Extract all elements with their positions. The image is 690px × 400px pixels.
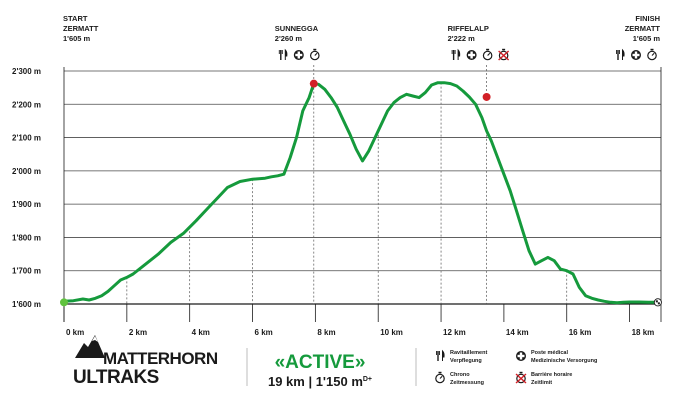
timer-ring bbox=[482, 50, 493, 61]
cross-h bbox=[468, 53, 476, 57]
timer-ring bbox=[435, 373, 445, 384]
grid-layer bbox=[63, 67, 662, 322]
profile-line bbox=[62, 81, 660, 305]
timer-button bbox=[313, 48, 317, 51]
y-tick-label: 1'600 m bbox=[12, 300, 41, 309]
mountain-logo-icon bbox=[75, 335, 105, 358]
checkpoint-label: 1'605 m bbox=[633, 34, 661, 43]
legend-label: Zeitlimit bbox=[531, 380, 552, 386]
cutoff-ring bbox=[498, 50, 509, 61]
x-tick-label: 16 km bbox=[569, 328, 592, 337]
finish-flag-icon bbox=[653, 298, 662, 307]
food-icon bbox=[278, 48, 288, 60]
x-tick-label: 4 km bbox=[192, 328, 210, 337]
y-tick-label: 2'100 m bbox=[12, 134, 41, 143]
checkpoint-label: START bbox=[63, 14, 88, 23]
cutoff-slash bbox=[498, 50, 510, 61]
x-tick-label: 10 km bbox=[380, 328, 403, 337]
checkpoint-marker bbox=[482, 92, 491, 101]
medical-icon bbox=[516, 351, 526, 361]
timer-icon bbox=[435, 371, 445, 384]
cutoff-slash bbox=[515, 373, 527, 384]
legend-label: Medizinische Versorgung bbox=[531, 358, 597, 364]
cutoff-icon bbox=[498, 48, 510, 61]
medical-icon bbox=[631, 50, 641, 60]
checkpoint-label: 1'605 m bbox=[63, 34, 91, 43]
timer-button bbox=[650, 48, 654, 51]
checker-cell bbox=[657, 302, 660, 305]
x-tick-label: 6 km bbox=[255, 328, 273, 337]
cross-h bbox=[295, 53, 303, 57]
matterhorn-ultraks-logo: MATTERHORN ULTRAKS bbox=[73, 335, 218, 388]
knife-shape bbox=[622, 48, 625, 60]
knife-shape bbox=[284, 48, 288, 60]
legend-label: Zeitmessung bbox=[450, 380, 484, 386]
medical-icon bbox=[293, 50, 304, 60]
x-tick-label: 2 km bbox=[129, 328, 147, 337]
cutoff-ring bbox=[516, 373, 526, 384]
x-tick-label: 8 km bbox=[317, 328, 335, 337]
food-icon bbox=[451, 48, 461, 60]
y-tick-label: 2'300 m bbox=[12, 67, 41, 76]
timer-icon bbox=[482, 48, 493, 61]
timer-hand bbox=[651, 52, 655, 56]
y-tick-label: 2'000 m bbox=[12, 167, 41, 176]
x-tick-label: 18 km bbox=[632, 328, 655, 337]
timer-ring bbox=[647, 50, 657, 61]
legend-label: Poste médical bbox=[531, 350, 568, 356]
timer-hand bbox=[314, 52, 318, 56]
checkpoint-label: ZERMATT bbox=[625, 24, 661, 33]
cutoff-button bbox=[502, 48, 506, 51]
elevation-line bbox=[62, 81, 660, 305]
legend-label: Barrière horaire bbox=[531, 372, 572, 378]
food-icon bbox=[616, 48, 625, 60]
checkpoint-markers bbox=[60, 79, 662, 307]
dashed-guides bbox=[126, 65, 630, 304]
race-stats: 19 km | 1'150 mD+ bbox=[268, 374, 372, 389]
x-tick-label: 12 km bbox=[443, 328, 466, 337]
timer-button bbox=[486, 48, 490, 51]
x-tick-label: 0 km bbox=[66, 328, 84, 337]
checkpoint-label: 2'260 m bbox=[275, 34, 303, 43]
knife-shape bbox=[457, 48, 461, 60]
icon-legend: Ravitaillement Verpflegung Poste médical Me… bbox=[435, 349, 597, 386]
y-tick-label: 1'800 m bbox=[12, 233, 41, 242]
checkpoint-marker bbox=[60, 298, 68, 307]
y-tick-label: 2'200 m bbox=[12, 100, 41, 109]
timer-hand bbox=[487, 52, 491, 56]
legend-label: Ravitaillement bbox=[450, 350, 487, 356]
y-tick-label: 1'900 m bbox=[12, 200, 41, 209]
timer-icon bbox=[647, 48, 657, 61]
legend-label: Verpflegung bbox=[450, 358, 482, 364]
checkpoint-label: FINISH bbox=[635, 14, 660, 23]
knife-shape bbox=[442, 349, 445, 361]
logo-top-text: MATTERHORN bbox=[103, 349, 218, 368]
timer-button bbox=[438, 371, 442, 374]
checkpoint-label: RIFFELALP bbox=[448, 24, 489, 33]
timer-hand bbox=[439, 375, 443, 379]
checker-cell bbox=[655, 300, 658, 303]
cross-h bbox=[632, 53, 640, 57]
checkpoint-label: ZERMATT bbox=[63, 24, 99, 33]
race-name: «ACTIVE» bbox=[275, 352, 366, 373]
timer-ring bbox=[309, 50, 320, 61]
footer: MATTERHORN ULTRAKS «ACTIVE» 19 km | 1'15… bbox=[73, 335, 597, 389]
axes: 1'600 m 1'700 m 1'800 m 1'900 m 2'000 m 2'100… bbox=[12, 67, 654, 337]
logo-bottom-text: ULTRAKS bbox=[73, 367, 159, 388]
cross-h bbox=[517, 354, 525, 358]
checkpoint-marker bbox=[309, 79, 318, 88]
medical-icon bbox=[466, 50, 477, 60]
checkpoint-label: SUNNEGGA bbox=[275, 24, 319, 33]
checkpoint-label: 2'222 m bbox=[448, 34, 476, 43]
x-tick-label: 14 km bbox=[506, 328, 529, 337]
legend-label: Chrono bbox=[450, 372, 470, 378]
cutoff-button bbox=[519, 371, 523, 374]
timer-icon bbox=[309, 48, 320, 61]
cutoff-icon bbox=[515, 371, 527, 384]
y-tick-label: 1'700 m bbox=[12, 267, 41, 276]
food-icon bbox=[436, 349, 445, 361]
